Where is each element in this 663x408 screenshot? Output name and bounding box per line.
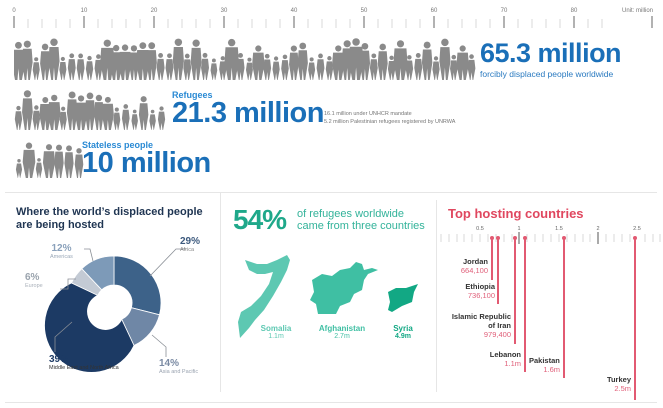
refugees-note-unrwa: 5.2 million Palestinian refugees registe… (324, 119, 456, 125)
lebanon-name: Lebanon (489, 350, 521, 359)
ruler-tick-80: 80 (570, 8, 578, 14)
ethiopia-line (497, 238, 499, 304)
jordan-value: 664,100 (460, 266, 488, 275)
people-silhouettes-stateless (15, 142, 84, 178)
donut-label-americas: 12% Americas (50, 243, 73, 261)
hosting-title: Top hosting countries (448, 206, 584, 221)
refugees-label: Refugees (172, 90, 213, 100)
turkey-name: Turkey (606, 375, 631, 384)
hosting-scale-1: 1 (517, 226, 521, 232)
donut-label-mena: 39% Middle East and North Africa (49, 354, 119, 372)
afghanistan-map-icon (310, 262, 378, 314)
hosted-donut-chart (44, 248, 186, 373)
turkey-line (634, 238, 636, 400)
ruler-tick-50: 50 (360, 8, 368, 14)
people-silhouettes-displaced (14, 38, 476, 80)
ethiopia-value: 736,100 (467, 291, 495, 300)
ruler-tick-60: 60 (430, 8, 438, 14)
pakistan-line (563, 238, 565, 378)
donut-segment-americas (81, 255, 115, 291)
donut-segment-africa (113, 255, 162, 316)
ruler-tick-20: 20 (150, 8, 158, 14)
lebanon-value: 1.1m (504, 359, 521, 368)
ruler-unit: Unit: million (621, 8, 653, 14)
hosting-scale-2: 2 (596, 226, 600, 232)
iran-line (514, 238, 516, 344)
panel-divider-2 (436, 200, 437, 392)
hosted-title-line1: Where the world’s displaced people (16, 206, 203, 218)
hosting-panel: Top hosting countries 0.5 1 1.5 2 2.5 Jo… (437, 192, 663, 402)
displaced-label: forcibly displaced people worldwide (480, 69, 614, 79)
origin-text-line1: of refugees worldwide (297, 208, 405, 220)
section-divider-bottom (5, 402, 657, 403)
jordan-line (491, 238, 493, 280)
lebanon-line (524, 238, 526, 372)
section-divider-top (5, 192, 657, 193)
turkey-value: 2.5m (614, 384, 631, 393)
hosting-scale-2-5: 2.5 (633, 226, 641, 232)
hosting-scale-0-5: 0.5 (476, 226, 484, 232)
afghanistan-label: Afghanistan 2.7m (318, 324, 366, 340)
stateless-value: 10 million (82, 147, 211, 179)
hosted-title: Where the world’s displaced people are b… (16, 206, 203, 232)
syria-map-icon (388, 284, 418, 312)
stateless-stat: Stateless people 10 million (82, 140, 211, 178)
iran-name-line2: of Iran (488, 321, 511, 330)
origin-text: of refugees worldwide came from three co… (297, 208, 425, 232)
pakistan-value: 1.6m (543, 365, 560, 374)
iran-value: 979,400 (483, 330, 511, 339)
hosting-scale-ticks (440, 232, 661, 244)
refugees-value: 21.3 million (172, 97, 324, 129)
origin-pct: 54% (233, 204, 287, 235)
iran-name-line1: Islamic Republic (451, 312, 511, 321)
ethiopia-name: Ethiopia (465, 282, 495, 291)
people-silhouettes-refugees (14, 90, 166, 130)
donut-label-europe: 6% Europe (25, 272, 43, 290)
hosted-panel: Where the world’s displaced people are b… (0, 192, 220, 402)
ruler-tick-30: 30 (220, 8, 228, 14)
displaced-value: 65.3 million (480, 38, 622, 68)
somalia-map-icon (238, 255, 290, 338)
donut-label-asia-pacific: 14% Asia and Pacific (159, 358, 199, 376)
ruler-tick-10: 10 (80, 8, 88, 14)
somalia-label: Somalia 1.1m (260, 324, 292, 340)
syria-label: Syria 4.9m (393, 324, 413, 340)
stateless-label: Stateless people (82, 140, 154, 150)
ruler-tick-0: 0 (12, 8, 16, 14)
ruler-tick-70: 70 (500, 8, 508, 14)
panel-divider-1 (220, 192, 221, 392)
hosted-title-line2: are being hosted (16, 219, 105, 231)
ruler-ticks (13, 16, 653, 28)
origin-text-line2: came from three countries (297, 220, 425, 232)
refugees-notes: 16.1 million under UNHCR mandate 5.2 mil… (324, 110, 455, 126)
donut-segment-mena (44, 282, 135, 373)
origin-panel: 54% of refugees worldwide came from thre… (221, 192, 436, 402)
refugees-note-unhcr: 16.1 million under UNHCR mandate (324, 111, 412, 117)
hosting-scale-1-5: 1.5 (555, 226, 563, 232)
displaced-stat: 65.3 million forcibly displaced people w… (480, 38, 622, 80)
jordan-name: Jordan (462, 257, 488, 266)
refugees-stat: Refugees 21.3 million (172, 90, 324, 128)
top-ruler: 0 10 20 30 40 50 60 70 80 Unit: million (0, 0, 663, 32)
ruler-tick-40: 40 (290, 8, 298, 14)
pakistan-name: Pakistan (529, 356, 560, 365)
donut-label-africa: 29% Africa (180, 236, 201, 254)
